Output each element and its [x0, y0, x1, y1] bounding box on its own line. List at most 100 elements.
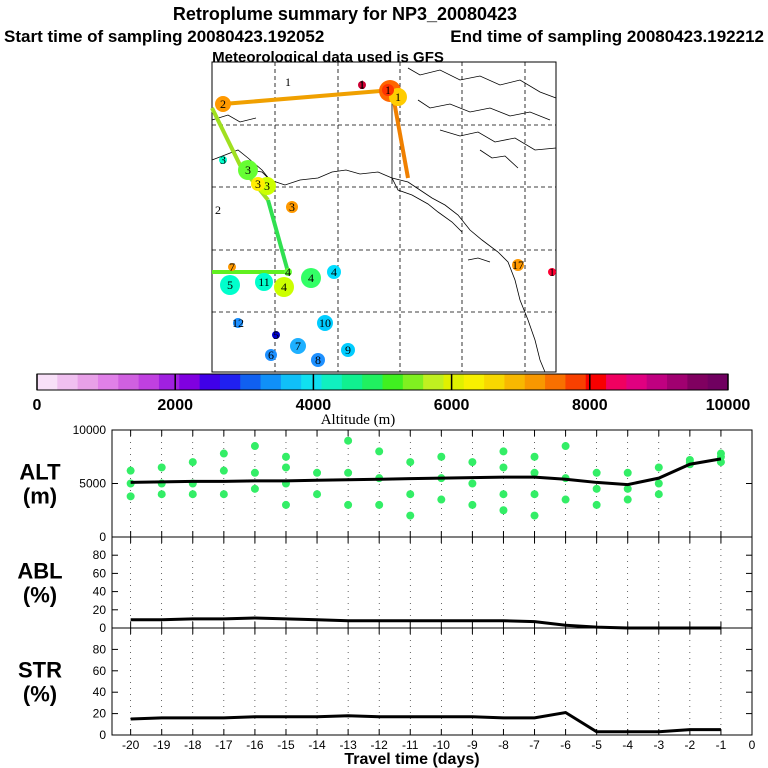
colorbar-swatch: [524, 374, 546, 390]
colorbar-swatch: [57, 374, 79, 390]
scatter-point: [344, 500, 353, 509]
map-markers: 1111223333344445567789101112171: [215, 78, 556, 367]
y-tick-label: 60: [93, 664, 107, 678]
scatter-point: [344, 468, 353, 477]
scatter-point: [219, 490, 228, 499]
x-tick-label: 0: [749, 738, 756, 752]
panel-label-alt: ALT: [19, 460, 61, 485]
colorbar-tick-label: 2000: [157, 397, 193, 414]
map-marker-label: 3: [255, 177, 261, 191]
colorbar-swatch: [240, 374, 262, 390]
panel-unit-abl: (%): [23, 583, 57, 608]
y-tick-label: 60: [93, 566, 107, 580]
series-line-abl: [130, 616, 721, 630]
map-marker: [220, 275, 240, 295]
colorbar-swatch: [382, 374, 404, 390]
y-tick-label: 0: [99, 530, 106, 544]
scatter-point: [406, 511, 415, 520]
scatter-point: [406, 490, 415, 499]
x-tick-label: -14: [308, 738, 326, 752]
colorbar-swatch: [463, 374, 485, 390]
x-tick-label: -6: [560, 738, 571, 752]
x-tick-label: -3: [653, 738, 664, 752]
figure-title: Retroplume summary for NP3_20080423: [173, 4, 517, 24]
colorbar-tick-label: 6000: [434, 397, 470, 414]
colorbar-swatch: [118, 374, 140, 390]
y-tick-label: 40: [93, 585, 107, 599]
colorbar-swatch: [260, 374, 282, 390]
map-marker: [358, 81, 366, 89]
trajectory-segment-1: [222, 88, 393, 106]
x-tick-label: -5: [591, 738, 602, 752]
x-tick-label: -1: [716, 738, 727, 752]
map-marker-label: 7: [295, 339, 301, 353]
scatter-point: [281, 463, 290, 472]
scatter-point: [654, 463, 663, 472]
map-marker: [382, 84, 394, 96]
colorbar-swatch: [545, 374, 566, 390]
map-marker-label: 3: [245, 163, 251, 177]
map-marker: [311, 353, 325, 367]
map-edge-label: 2: [215, 203, 221, 217]
scatter-point: [499, 490, 508, 499]
map-marker-label: 6: [268, 348, 274, 362]
map-marker-label: 3: [220, 153, 226, 167]
map-marker-label: 9: [345, 343, 351, 357]
map-marker: [272, 331, 280, 339]
scatter-point: [188, 458, 197, 467]
colorbar-swatch: [138, 374, 160, 390]
scatter-point: [561, 495, 570, 504]
y-tick-label: 0: [99, 621, 106, 635]
map-marker: [512, 259, 524, 271]
scatter-point: [530, 511, 539, 520]
map-marker-label: 4: [308, 271, 314, 285]
colorbar-swatch: [606, 374, 627, 390]
scatter-point: [313, 490, 322, 499]
y-tick-label: 5000: [79, 477, 106, 491]
scatter-point: [530, 468, 539, 477]
colorbar-swatch: [585, 374, 607, 390]
trajectory-segment-4: [266, 199, 290, 273]
x-tick-label: -15: [277, 738, 295, 752]
x-tick-label: -20: [122, 738, 140, 752]
colorbar-ticks: 0 2000 4000 6000 8000 10000: [33, 374, 751, 414]
scatter-point: [281, 452, 290, 461]
start-time-label: Start time of sampling 20080423.192052: [4, 27, 324, 46]
colorbar-swatch: [423, 374, 444, 390]
map-marker-label: 3: [289, 200, 295, 214]
x-tick-label: -10: [433, 738, 451, 752]
map-marker-label: 11: [258, 275, 270, 289]
map-frame: [211, 61, 557, 373]
map-marker: [265, 349, 277, 361]
x-tick-label: -11: [402, 738, 419, 752]
colorbar-swatch: [687, 374, 709, 390]
scatter-point: [623, 495, 632, 504]
map-marker: [228, 263, 236, 271]
scatter-point: [250, 468, 259, 477]
colorbar-tick-label: 8000: [572, 397, 608, 414]
y-tick-label: 80: [93, 642, 107, 656]
colorbar-swatch: [199, 374, 221, 390]
colorbar-tick-label: 10000: [706, 397, 751, 414]
colorbar-swatch: [626, 374, 648, 390]
map-marker-label: 4: [281, 280, 287, 294]
x-tick-label: -2: [685, 738, 696, 752]
panel-unit-alt: (m): [23, 484, 57, 509]
scatter-point: [623, 484, 632, 493]
scatter-point: [157, 490, 166, 499]
map-marker-label: 7: [229, 260, 235, 274]
colorbar-swatch: [280, 374, 302, 390]
map-marker-label: 8: [315, 353, 321, 367]
map-marker-label: 12: [232, 316, 244, 330]
scatter-point: [344, 436, 353, 445]
scatter-point: [375, 500, 384, 509]
x-tick-label: -17: [215, 738, 233, 752]
panel-unit-str: (%): [23, 682, 57, 707]
map-marker: [389, 88, 407, 106]
map-marker: [327, 265, 341, 279]
colorbar-swatch: [484, 374, 505, 390]
colorbar-swatch: [301, 374, 323, 390]
colorbar-swatch: [707, 374, 729, 390]
scatter-point: [530, 490, 539, 499]
